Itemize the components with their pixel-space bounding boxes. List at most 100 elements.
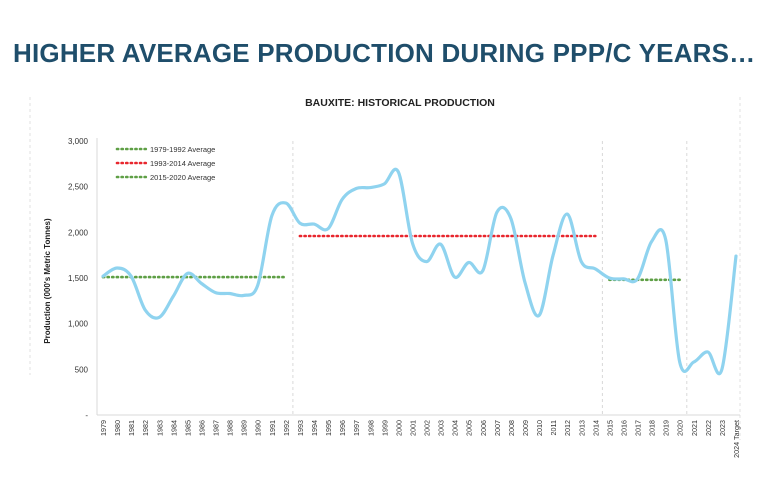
data-point	[580, 260, 583, 263]
slide-title: HIGHER AVERAGE PRODUCTION DURING PPP/C Y…	[13, 38, 756, 68]
data-point	[439, 243, 442, 246]
data-point	[186, 272, 189, 275]
data-point	[383, 182, 386, 185]
y-tick-label: 1,500	[68, 274, 89, 283]
x-tick-label: 1988	[226, 420, 235, 436]
data-point	[735, 255, 738, 258]
x-tick-label: 2017	[634, 420, 643, 436]
x-tick-label: 2007	[493, 420, 502, 436]
x-tick-label: 1999	[380, 420, 389, 436]
legend-label: 2015-2020 Average	[150, 173, 215, 182]
x-tick-label: 2004	[451, 420, 460, 436]
data-point	[622, 277, 625, 280]
data-point	[664, 238, 667, 241]
data-point	[158, 316, 161, 319]
plot-layer: - 500 1,000 1,500 2,000 2,500 3,000 1979 1980 198…	[29, 97, 741, 458]
data-point	[116, 267, 119, 270]
data-point	[130, 275, 133, 278]
x-tick-label: 2024 Target	[732, 420, 741, 458]
data-point	[481, 269, 484, 272]
data-point	[720, 368, 723, 371]
data-point	[467, 261, 470, 264]
data-point	[453, 276, 456, 279]
x-tick-label: 2005	[465, 420, 474, 436]
data-point	[411, 242, 414, 245]
data-point	[313, 223, 316, 226]
x-tick-label: 1996	[338, 420, 347, 436]
x-tick-label: 1995	[324, 420, 333, 436]
data-point	[256, 284, 259, 287]
data-point	[284, 202, 287, 205]
x-tick-label: 1985	[183, 420, 192, 436]
x-tick-label: 2014	[591, 420, 600, 436]
y-tick-label: 1,000	[68, 320, 89, 329]
y-tick-label: 2,000	[68, 228, 89, 237]
x-tick-label: 2020	[676, 420, 685, 436]
x-tick-label: 1980	[113, 420, 122, 436]
y-tick-label: 2,500	[68, 183, 89, 192]
x-tick-label: 2003	[437, 420, 446, 436]
data-point	[270, 214, 273, 217]
data-point	[327, 227, 330, 230]
legend-label: 1979-1992 Average	[150, 145, 215, 154]
x-tick-label: 2012	[563, 420, 572, 436]
data-point	[566, 213, 569, 216]
x-tick-label: 1992	[282, 420, 291, 436]
data-point	[102, 275, 105, 278]
data-point	[608, 277, 611, 280]
y-tick-label: -	[85, 411, 88, 420]
legend-label: 1993-2014 Average	[150, 159, 215, 168]
data-point	[425, 260, 428, 263]
x-tick-label: 2011	[549, 420, 558, 435]
chart-title: BAUXITE: HISTORICAL PRODUCTION	[305, 97, 495, 109]
y-tick-label: 500	[75, 365, 89, 374]
x-tick-label: 2018	[648, 420, 657, 436]
data-point	[369, 186, 372, 189]
x-tick-label: 1990	[254, 420, 263, 436]
data-point	[636, 277, 639, 280]
production-series-line	[101, 167, 738, 376]
data-point	[355, 187, 358, 190]
x-tick-label: 1986	[198, 420, 207, 436]
x-tick-label: 2001	[409, 420, 418, 436]
x-tick-label: 1981	[127, 420, 136, 436]
x-tick-label: 1994	[310, 420, 319, 436]
data-point	[706, 351, 709, 354]
data-point	[538, 314, 541, 317]
x-tick-label: 2013	[577, 420, 586, 436]
data-point	[228, 292, 231, 295]
x-tick-label: 2022	[704, 420, 713, 436]
x-tick-label: 2000	[394, 420, 403, 436]
x-tick-label: 2009	[521, 420, 530, 436]
x-tick-label: 2006	[479, 420, 488, 436]
x-tick-label: 1997	[352, 420, 361, 436]
data-point	[509, 217, 512, 220]
x-tick-label: 1983	[155, 420, 164, 436]
x-tick-label: 1987	[212, 420, 221, 436]
data-point	[524, 281, 527, 284]
x-tick-label: 2019	[662, 420, 671, 436]
data-point	[692, 361, 695, 364]
data-point	[495, 211, 498, 214]
data-point	[341, 198, 344, 201]
data-point	[298, 222, 301, 225]
data-point	[397, 171, 400, 174]
x-tick-label: 2010	[535, 420, 544, 436]
x-tick-label: 1982	[141, 420, 150, 436]
x-tick-label: 2015	[605, 420, 614, 436]
x-tick-label: 2016	[620, 420, 629, 436]
x-tick-label: 2021	[690, 420, 699, 436]
data-point	[200, 282, 203, 285]
data-point	[144, 309, 147, 312]
x-tick-label: 1984	[169, 420, 178, 436]
x-tick-label: 1991	[268, 420, 277, 436]
data-point	[552, 254, 555, 257]
data-point	[594, 267, 597, 270]
data-point	[650, 240, 653, 243]
x-tick-label: 2002	[423, 420, 432, 436]
data-point	[242, 294, 245, 297]
x-tick-label: 1998	[366, 420, 375, 436]
y-tick-label: 3,000	[68, 137, 89, 146]
data-point	[678, 361, 681, 364]
data-point	[172, 295, 175, 298]
